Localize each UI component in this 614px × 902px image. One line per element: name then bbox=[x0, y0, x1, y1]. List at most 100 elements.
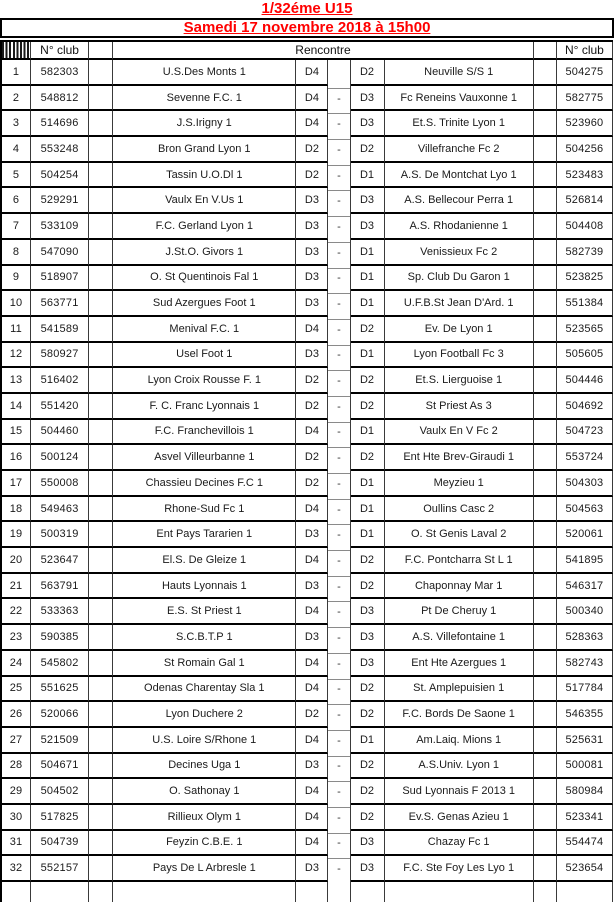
away-club-number: 523960 bbox=[556, 111, 613, 138]
home-team-name: Sevenne F.C. 1 bbox=[113, 85, 297, 112]
spacer-cell bbox=[89, 496, 114, 523]
home-team-name: S.C.B.T.P 1 bbox=[113, 625, 297, 651]
row-number: 6 bbox=[2, 188, 32, 215]
home-division: D4 bbox=[296, 496, 329, 523]
match-row: 22 533363 E.S. St Priest 1 D4- D3 Pt De Cheru… bbox=[2, 599, 613, 626]
row-number: 8 bbox=[2, 239, 32, 266]
away-division: D3 bbox=[350, 214, 385, 240]
separator: - bbox=[328, 779, 351, 805]
home-team-name: Feyzin C.B.E. 1 bbox=[113, 830, 297, 857]
separator: - bbox=[328, 188, 351, 215]
spacer-cell bbox=[533, 265, 557, 292]
away-division: D1 bbox=[350, 496, 385, 523]
spacer-cell bbox=[533, 342, 557, 369]
spacer-cell bbox=[89, 214, 114, 240]
separator: - bbox=[328, 85, 351, 112]
home-team-name: El.S. De Gleize 1 bbox=[113, 548, 297, 574]
spacer-cell bbox=[89, 727, 114, 754]
home-division: D2 bbox=[296, 471, 329, 497]
separator: - bbox=[328, 137, 351, 163]
away-division: D2 bbox=[350, 137, 385, 163]
spacer-cell bbox=[89, 779, 114, 805]
home-division bbox=[296, 882, 329, 902]
separator: - bbox=[328, 368, 351, 394]
row-number: 17 bbox=[2, 471, 32, 497]
row-number: 11 bbox=[2, 316, 32, 343]
away-division: D2 bbox=[350, 779, 385, 805]
spacer-cell bbox=[533, 599, 557, 626]
home-club-number: 504671 bbox=[31, 753, 90, 780]
separator: - bbox=[328, 830, 351, 857]
date-banner-label: Samedi 17 novembre 2018 à 15h00 bbox=[183, 19, 431, 36]
home-division: D4 bbox=[296, 60, 329, 86]
home-club-number: 529291 bbox=[31, 188, 90, 215]
row-number: 28 bbox=[2, 753, 32, 780]
spacer-cell bbox=[533, 188, 557, 215]
home-team-name: Pays De L Arbresle 1 bbox=[113, 856, 297, 882]
away-team-name: Venissieux Fc 2 bbox=[384, 239, 534, 266]
away-team-name: Et.S. Lierguoise 1 bbox=[384, 368, 534, 394]
spacer-cell bbox=[89, 676, 114, 703]
match-row: 31 504739 Feyzin C.B.E. 1 D4- D3 Chazay Fc 1 5… bbox=[2, 830, 613, 857]
home-club-number: 504254 bbox=[31, 162, 90, 189]
away-team-name: F.C. Pontcharra St L 1 bbox=[384, 548, 534, 574]
spacer-cell bbox=[89, 882, 114, 902]
separator: - bbox=[328, 727, 351, 754]
away-club-number: 582743 bbox=[556, 650, 613, 677]
home-team-name: J.S.Irigny 1 bbox=[113, 111, 297, 138]
away-division: D2 bbox=[350, 676, 385, 703]
home-club-number: 545802 bbox=[31, 650, 90, 677]
away-division: D3 bbox=[350, 111, 385, 138]
home-team-name: Tassin U.O.Dl 1 bbox=[113, 162, 297, 189]
match-row: 30 517825 Rillieux Olym 1 D4- D2 Ev.S. Genas … bbox=[2, 804, 613, 831]
away-division: D3 bbox=[350, 85, 385, 112]
home-team-name: Ent Pays Tararien 1 bbox=[113, 522, 297, 549]
home-club-number: 520066 bbox=[31, 702, 90, 728]
away-division: D2 bbox=[350, 393, 385, 420]
home-division: D4 bbox=[296, 85, 329, 112]
match-row: 32 552157 Pays De L Arbresle 1 D3- D3 F.C. St… bbox=[2, 856, 613, 882]
separator: - bbox=[328, 650, 351, 677]
match-row: 29 504502 O. Sathonay 1 D4- D2 Sud Lyonnais F… bbox=[2, 779, 613, 805]
spacer-cell bbox=[89, 753, 114, 780]
home-team-name: Lyon Croix Rousse F. 1 bbox=[113, 368, 297, 394]
row-number: 27 bbox=[2, 727, 32, 754]
home-club-number bbox=[31, 882, 90, 902]
spacer-cell bbox=[89, 111, 114, 138]
home-division: D3 bbox=[296, 753, 329, 780]
home-team-name: F. C. Franc Lyonnais 1 bbox=[113, 393, 297, 420]
home-division: D3 bbox=[296, 291, 329, 317]
away-team-name: Neuville S/S 1 bbox=[384, 60, 534, 86]
row-number: 18 bbox=[2, 496, 32, 523]
match-row: 27 521509 U.S. Loire S/Rhone 1 D4- D1 Am.Laiq… bbox=[2, 727, 613, 754]
home-team-name: Sud Azergues Foot 1 bbox=[113, 291, 297, 317]
separator: - bbox=[328, 804, 351, 831]
row-number: 31 bbox=[2, 830, 32, 857]
spacer-cell bbox=[533, 676, 557, 703]
away-club-number: 500081 bbox=[556, 753, 613, 780]
home-division: D4 bbox=[296, 676, 329, 703]
away-division: D1 bbox=[350, 291, 385, 317]
match-row: 2 548812 Sevenne F.C. 1 D4- D3 Fc Reneins Vau… bbox=[2, 85, 613, 112]
home-team-name: Decines Uga 1 bbox=[113, 753, 297, 780]
home-division: D4 bbox=[296, 316, 329, 343]
home-team-name: O. Sathonay 1 bbox=[113, 779, 297, 805]
separator: - bbox=[328, 856, 351, 882]
home-division: D4 bbox=[296, 804, 329, 831]
match-row: 8 547090 J.St.O. Givors 1 D3- D1 Venissieux F… bbox=[2, 239, 613, 266]
spacer-cell bbox=[533, 316, 557, 343]
spacer-cell bbox=[89, 316, 114, 343]
match-row: 17 550008 Chassieu Decines F.C 1 D2- D1 Meyzi… bbox=[2, 471, 613, 497]
spacer-cell bbox=[533, 111, 557, 138]
spacer-cell bbox=[89, 162, 114, 189]
home-division: D2 bbox=[296, 368, 329, 394]
away-division: D2 bbox=[350, 316, 385, 343]
spacer-cell bbox=[533, 419, 557, 446]
home-division: D3 bbox=[296, 522, 329, 549]
match-row: 9 518907 O. St Quentinois Fal 1 D3- D1 Sp. Cl… bbox=[2, 265, 613, 292]
row-number: 7 bbox=[2, 214, 32, 240]
spacer-cell bbox=[89, 137, 114, 163]
row-number: 29 bbox=[2, 779, 32, 805]
away-club-number: 554474 bbox=[556, 830, 613, 857]
row-number: 20 bbox=[2, 548, 32, 574]
